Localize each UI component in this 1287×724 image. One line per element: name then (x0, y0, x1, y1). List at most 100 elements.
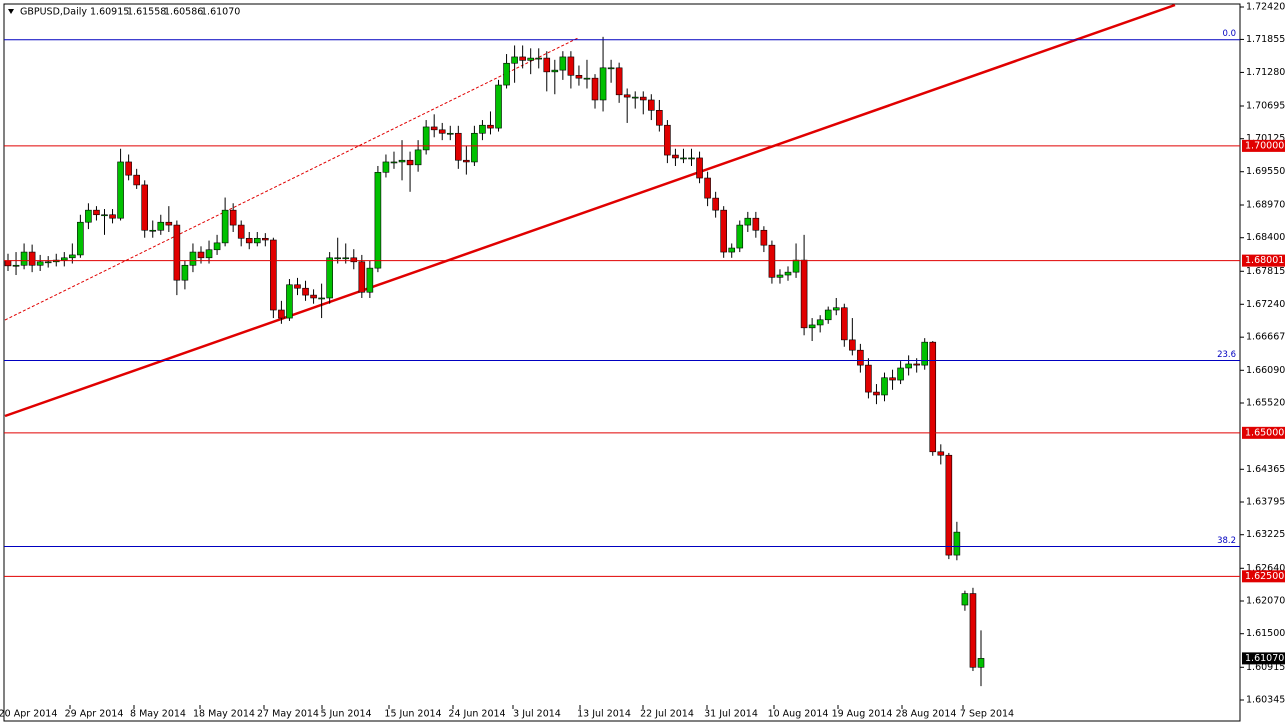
y-tick-label: 1.66667 (1246, 332, 1285, 343)
candle-body (326, 257, 333, 299)
candle-body (961, 593, 969, 606)
candle-body (792, 259, 800, 273)
level-label-box (1242, 426, 1285, 439)
candle-body (905, 363, 912, 369)
x-tick-label: 22 Jul 2014 (640, 709, 694, 720)
candle-body (511, 56, 518, 64)
x-tick-label: 8 May 2014 (130, 709, 186, 720)
level-label-box (1242, 570, 1285, 583)
candle-body (720, 209, 727, 253)
candle-body (857, 349, 864, 366)
candle-body (165, 221, 173, 226)
fib-label: 38.2 (1217, 536, 1236, 546)
candle-body (69, 254, 76, 259)
candle-body (535, 57, 543, 60)
candle-body (430, 126, 438, 131)
candle-body (873, 391, 880, 396)
candle-body (189, 251, 197, 266)
candle-body (913, 363, 920, 366)
candle-body (406, 159, 414, 166)
x-tick-label: 7 Sep 2014 (960, 709, 1014, 720)
candle-body (101, 214, 108, 217)
x-tick-label: 29 Apr 2014 (65, 709, 124, 720)
y-tick-label: 1.60915 (1246, 662, 1285, 673)
candle-body (784, 271, 792, 276)
x-tick-label: 10 Aug 2014 (768, 709, 829, 720)
symbol-title: GBPUSD,Daily (20, 7, 87, 18)
y-tick-label: 1.63225 (1246, 529, 1285, 540)
x-tick-label: 15 Jun 2014 (384, 709, 441, 720)
candle-body (929, 341, 937, 453)
candle-body (455, 132, 462, 161)
fib-label: 23.6 (1217, 350, 1236, 360)
candle-body (109, 214, 116, 219)
candle-body (704, 177, 711, 199)
candle-body (672, 154, 679, 159)
candle-body (117, 161, 124, 219)
candle-body (342, 257, 350, 260)
level-label: 1.62500 (1245, 571, 1284, 582)
candle-body (623, 94, 631, 98)
candle-body (865, 364, 872, 393)
candle-body (808, 324, 816, 329)
candle-body (543, 57, 551, 73)
y-tick-label: 1.67240 (1246, 299, 1285, 310)
candle-body (897, 367, 904, 381)
candle-body (141, 184, 149, 231)
candle-body (479, 124, 486, 134)
channel-line (4, 37, 579, 321)
candle-body (977, 658, 985, 668)
x-tick-label: 28 Aug 2014 (896, 709, 957, 720)
candle-body (688, 157, 695, 160)
candle-body (270, 239, 277, 311)
candle-body (181, 264, 189, 281)
marks (4, 36, 985, 687)
x-tick-label: 3 Jul 2014 (513, 709, 561, 720)
x-tick-label: 13 Jul 2014 (577, 709, 631, 720)
candle-body (334, 257, 341, 260)
candle-body (680, 157, 687, 160)
candle-body (551, 69, 559, 73)
y-tick-label: 1.68400 (1246, 232, 1285, 243)
y-tick-label: 1.70125 (1246, 133, 1285, 144)
candle-body (800, 259, 808, 329)
candle-body (221, 209, 229, 244)
candle-body (20, 251, 28, 266)
candle-body (696, 157, 703, 179)
candle-body (736, 224, 744, 249)
y-tick-label: 1.69550 (1246, 166, 1285, 177)
level-label: 1.70000 (1245, 140, 1284, 151)
x-tick-label: 18 May 2014 (193, 709, 255, 720)
plot-frame (3, 3, 1241, 722)
candle-body (840, 307, 848, 341)
candle-body (889, 377, 896, 381)
candle-body (93, 209, 100, 216)
candle-body (414, 149, 422, 166)
candle-body (422, 126, 430, 151)
candle-body (12, 264, 20, 267)
candle-body (575, 74, 583, 79)
x-tick-label: 27 May 2014 (257, 709, 319, 720)
current-price-label: 1.61070 (1245, 653, 1284, 664)
candle-body (36, 261, 44, 266)
candle-body (728, 247, 736, 253)
y-tick-label: 1.68970 (1246, 200, 1285, 211)
y-tick-label: 1.65520 (1246, 398, 1285, 409)
header-value: 1.61558 (127, 7, 166, 18)
candle-body (125, 161, 132, 176)
candle-body (44, 261, 52, 264)
candle-body (133, 174, 140, 186)
candle-body (615, 67, 623, 96)
candle-body (229, 209, 237, 226)
candle-body (583, 77, 591, 80)
candle-body (953, 531, 961, 556)
candle-body (85, 209, 92, 223)
candle-body (591, 77, 599, 101)
level-label: 1.68001 (1245, 255, 1284, 266)
x-tick-label: 5 Jun 2014 (320, 709, 371, 720)
candle-body (776, 274, 784, 278)
trend-line (4, 3, 1176, 418)
y-tick-label: 1.67815 (1246, 266, 1285, 277)
y-tick-label: 1.63795 (1246, 497, 1285, 508)
